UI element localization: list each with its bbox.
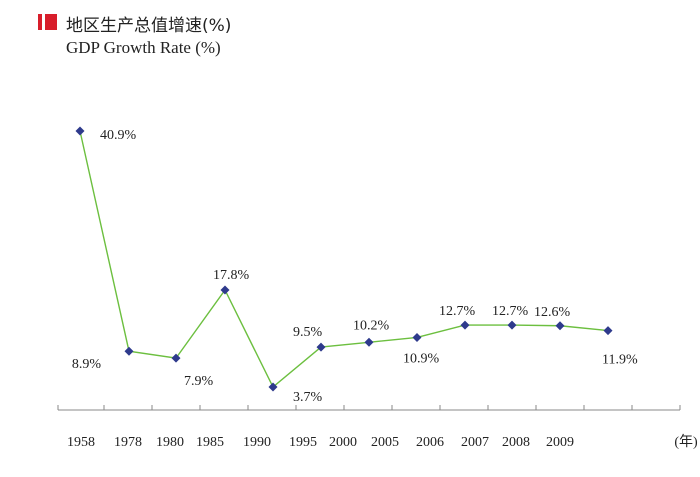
data-point-2000 [364, 337, 374, 347]
x-tick-label-2000: 2000 [329, 435, 357, 450]
x-tick-label-2009: 2009 [546, 435, 574, 450]
data-point-2007 [507, 320, 517, 330]
data-label-1958: 40.9% [100, 128, 137, 143]
x-tick-label-1995: 1995 [289, 435, 317, 450]
x-tick-label-1978: 1978 [114, 435, 142, 450]
x-axis-unit-label: (年) [674, 434, 698, 450]
data-point-1990 [268, 382, 278, 392]
data-label-2009: 11.9% [602, 353, 638, 368]
x-tick-label-1958: 1958 [67, 435, 95, 450]
data-point-2006 [460, 320, 470, 330]
x-tick-label-1990: 1990 [243, 435, 271, 450]
chart-title-en: GDP Growth Rate (%) [66, 38, 221, 57]
data-point-1980 [171, 353, 181, 363]
data-point-2009 [603, 326, 613, 336]
x-tick-label-2006: 2006 [416, 435, 444, 450]
series-line [79, 130, 609, 389]
x-tick-label-1985: 1985 [196, 435, 224, 450]
data-label-1978: 8.9% [72, 357, 102, 372]
data-point-2008 [555, 321, 565, 331]
data-point-1958 [75, 126, 85, 136]
data-label-2007: 12.7% [492, 304, 529, 319]
data-point-1985 [220, 285, 230, 295]
data-label-2008: 12.6% [534, 305, 571, 320]
data-point-1978 [124, 346, 134, 356]
data-label-1995: 9.5% [293, 325, 323, 340]
legend-mark-red-block [45, 14, 57, 30]
data-label-2006: 12.7% [439, 304, 476, 319]
x-tick-label-2007: 2007 [461, 435, 489, 450]
x-tick-label-2005: 2005 [371, 435, 399, 450]
data-label-2005: 10.9% [403, 351, 440, 366]
x-tick-label-1980: 1980 [156, 435, 184, 450]
data-point-1995 [316, 342, 326, 352]
data-label-1980: 7.9% [184, 374, 214, 389]
legend-mark-red-thin [38, 14, 42, 30]
chart-title-cn: 地区生产总值增速(%) [66, 16, 232, 36]
data-label-1990: 3.7% [293, 390, 323, 405]
data-label-1985: 17.8% [213, 268, 250, 283]
x-tick-label-2008: 2008 [502, 435, 530, 450]
data-point-2005 [412, 332, 422, 342]
data-label-2000: 10.2% [353, 318, 390, 333]
